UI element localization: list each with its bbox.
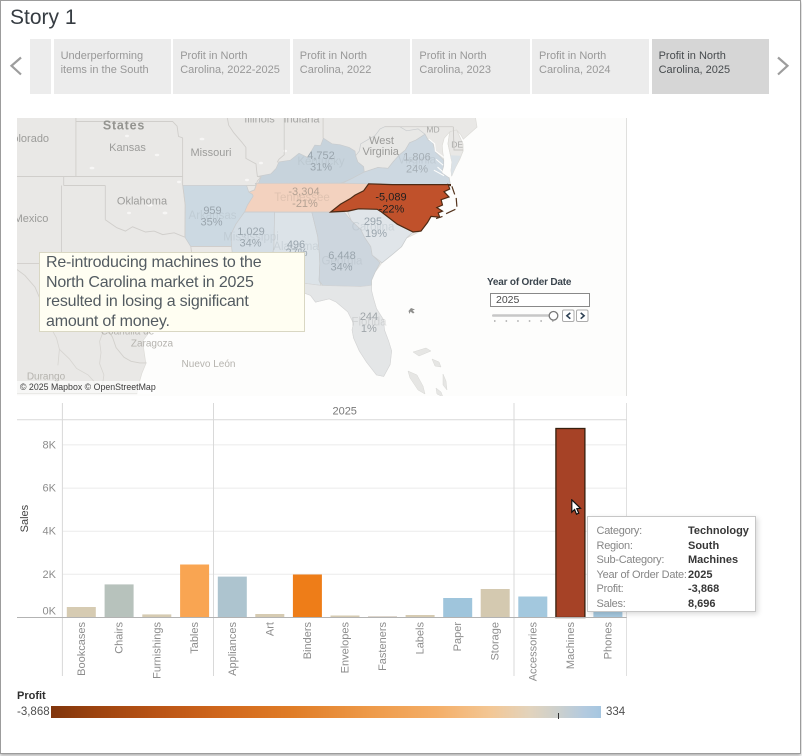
svg-text:Chairs: Chairs: [114, 622, 126, 654]
svg-text:Tables: Tables: [189, 622, 201, 654]
svg-text:Furnishings: Furnishings: [151, 622, 163, 679]
svg-text:olorado: olorado: [17, 133, 49, 145]
svg-text:-3,304: -3,304: [288, 186, 319, 198]
svg-text:19%: 19%: [365, 228, 387, 240]
svg-text:35%: 35%: [200, 217, 222, 229]
svg-text:31%: 31%: [310, 162, 332, 174]
svg-text:1,029: 1,029: [237, 226, 265, 238]
svg-text:Kentucky: Kentucky: [297, 156, 345, 168]
svg-text:34%: 34%: [239, 238, 261, 250]
svg-text:295: 295: [364, 216, 382, 228]
svg-text:Bookcases: Bookcases: [76, 622, 88, 676]
svg-text:Oklahoma: Oklahoma: [117, 196, 168, 208]
svg-text:24%: 24%: [406, 164, 428, 176]
svg-text:Illinois: Illinois: [244, 118, 275, 126]
svg-text:Missouri: Missouri: [191, 147, 232, 159]
svg-text:Georgia: Georgia: [322, 256, 364, 268]
svg-text:-22%: -22%: [379, 204, 405, 216]
svg-text:34%: 34%: [330, 262, 352, 274]
svg-text:1,806: 1,806: [403, 152, 431, 164]
svg-text:0K: 0K: [43, 606, 57, 618]
svg-text:DE: DE: [451, 139, 463, 149]
svg-text:© 2025 Mapbox © OpenStreetMap: © 2025 Mapbox © OpenStreetMap: [20, 382, 156, 392]
svg-text:2025: 2025: [332, 406, 356, 418]
svg-text:Binders: Binders: [302, 622, 314, 660]
svg-text:244: 244: [360, 311, 378, 323]
svg-text:496: 496: [287, 239, 305, 251]
svg-text:Accessories: Accessories: [527, 622, 539, 682]
svg-text:959: 959: [203, 205, 221, 217]
svg-text:Envelopes: Envelopes: [340, 622, 352, 674]
svg-text:Zaragoza: Zaragoza: [131, 339, 174, 350]
svg-text:Art: Art: [264, 622, 276, 636]
svg-text:Arkansas: Arkansas: [189, 210, 237, 222]
svg-text:6K: 6K: [43, 483, 57, 495]
svg-text:Sales: Sales: [19, 504, 31, 532]
svg-text:MD: MD: [426, 125, 439, 135]
svg-text:6,448: 6,448: [328, 250, 356, 262]
svg-text:Mississippi: Mississippi: [223, 232, 279, 244]
svg-text:Fasteners: Fasteners: [377, 622, 389, 671]
svg-text:Virginia: Virginia: [398, 155, 437, 167]
svg-text:Storage: Storage: [490, 622, 502, 661]
svg-text:Florida: Florida: [351, 317, 387, 329]
svg-text:-5,089: -5,089: [375, 192, 406, 204]
svg-text:Machines: Machines: [565, 622, 577, 670]
svg-text:Nuevo León: Nuevo León: [182, 359, 236, 370]
svg-text:Appliances: Appliances: [227, 622, 239, 676]
svg-text:States: States: [103, 119, 145, 133]
svg-text:-21%: -21%: [292, 198, 318, 210]
svg-text:Tennessee: Tennessee: [274, 192, 330, 204]
svg-text:Carolina: Carolina: [352, 222, 395, 234]
svg-text:Indiana: Indiana: [283, 118, 320, 126]
svg-text:Kansas: Kansas: [109, 142, 146, 154]
svg-text:4K: 4K: [43, 526, 57, 538]
svg-text:Alabama: Alabama: [273, 241, 319, 253]
svg-text:Durango: Durango: [27, 372, 66, 383]
svg-text:Virginia: Virginia: [362, 146, 399, 158]
svg-text:4,752: 4,752: [307, 150, 335, 162]
svg-text:Labels: Labels: [415, 622, 427, 655]
svg-text:Coahuila de: Coahuila de: [101, 327, 155, 338]
svg-text:Paper: Paper: [452, 622, 464, 652]
svg-text:8K: 8K: [43, 439, 57, 451]
svg-text:West: West: [369, 135, 394, 147]
svg-text:Mexico: Mexico: [17, 213, 48, 225]
svg-text:1%: 1%: [361, 323, 377, 335]
svg-text:Phones: Phones: [602, 622, 614, 660]
svg-text:2K: 2K: [43, 569, 57, 581]
